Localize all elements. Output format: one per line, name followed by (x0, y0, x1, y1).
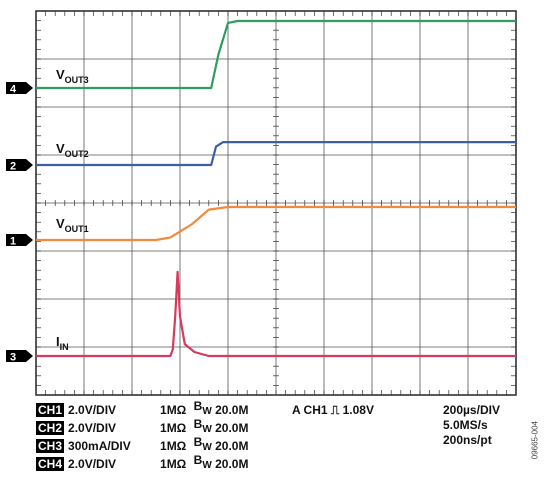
ch4-bw-sub: W (202, 460, 212, 471)
channel-markers: 4 2 1 3 (6, 82, 33, 364)
label-vout2: VOUT2 (56, 141, 89, 159)
ch4-tag: CH4 (36, 457, 65, 471)
timebase: 200µs/DIV (443, 403, 500, 417)
ch4-bw-letter: B (193, 453, 203, 467)
trace-vout1 (36, 205, 516, 242)
label-iin: IIN (56, 334, 69, 352)
ch4-scale: 2.0V/DIV (68, 457, 117, 471)
ch3-bw-sub: W (202, 442, 212, 453)
ch3-bw-value: 20.0M (215, 439, 249, 453)
channel-marker-1: 1 (6, 234, 33, 248)
label-vout3: VOUT3 (56, 67, 89, 85)
trace-vout3 (36, 19, 516, 90)
info-ch1-row: CH1 2.0V/DIV 1MΩ BW 20.0M (36, 399, 249, 419)
figure-id: 09665-004 (530, 421, 539, 460)
marker-arrow (6, 82, 33, 94)
trace-iin (36, 270, 516, 358)
marker-arrow (6, 159, 33, 171)
info-ch2-row: CH2 2.0V/DIV 1MΩ BW 20.0M (36, 417, 249, 437)
ch1-bw-value: 20.0M (215, 403, 249, 417)
marker-label: 2 (10, 161, 16, 173)
resolution: 200ns/pt (443, 433, 492, 447)
info-ch3-row: CH3 300mA/DIV 1MΩ BW 20.0M (36, 435, 249, 455)
ch1-bw-sub: W (202, 406, 212, 417)
trace-vout2 (36, 141, 516, 167)
ch1-tag: CH1 (36, 403, 65, 417)
ch3-bw-letter: B (193, 435, 203, 449)
channel-marker-2: 2 (6, 159, 33, 173)
ch4-impedance: 1MΩ (160, 457, 187, 471)
marker-arrow (6, 350, 33, 362)
ch1-bw-letter: B (193, 399, 203, 413)
marker-label: 3 (10, 352, 16, 364)
ch2-bw-value: 20.0M (215, 421, 249, 435)
ch2-impedance: 1MΩ (160, 421, 187, 435)
channel-marker-4: 4 (6, 82, 33, 96)
marker-label: 1 (10, 236, 16, 248)
ch1-impedance: 1MΩ (160, 403, 187, 417)
ch2-tag: CH2 (36, 421, 65, 435)
oscilloscope-plot: 4 2 1 3 VOUT3 VOUT2 VOUT1 IIN (6, 10, 517, 396)
ch3-scale: 300mA/DIV (68, 439, 131, 453)
ch2-scale: 2.0V/DIV (68, 421, 117, 435)
marker-arrow (6, 234, 33, 246)
channel-marker-3: 3 (6, 350, 33, 364)
trigger-setting: A CH1 ⎍ 1.08V (292, 403, 374, 417)
ch3-impedance: 1MΩ (160, 439, 187, 453)
ch2-bw-sub: W (202, 424, 212, 435)
marker-label: 4 (10, 84, 17, 96)
traces (36, 19, 516, 358)
label-vout1: VOUT1 (56, 216, 89, 234)
ch4-bw-value: 20.0M (215, 457, 249, 471)
ch3-tag: CH3 (36, 439, 65, 453)
sample-rate: 5.0MS/s (443, 418, 488, 432)
ch1-scale: 2.0V/DIV (68, 403, 117, 417)
ch2-bw-letter: B (193, 417, 203, 431)
info-ch4-row: CH4 2.0V/DIV 1MΩ BW 20.0M (36, 453, 249, 473)
